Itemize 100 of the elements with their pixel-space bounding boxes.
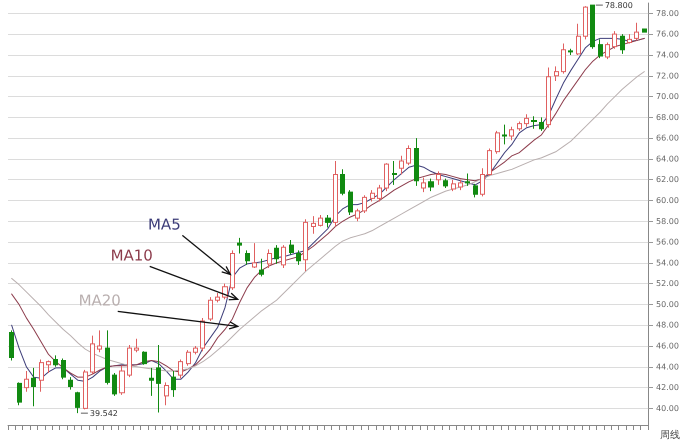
candlestick (561, 43, 566, 74)
candlestick (53, 354, 58, 368)
candlestick (509, 126, 514, 141)
y-tick-label: 52.00 (656, 279, 679, 288)
candlestick (119, 365, 125, 396)
candlestick (333, 160, 338, 227)
y-tick-label: 54.00 (656, 258, 679, 268)
candlestick (480, 168, 485, 197)
candlestick (186, 350, 191, 366)
candlestick (156, 344, 161, 414)
candlestick (384, 162, 389, 192)
candlestick (377, 184, 382, 202)
annotation: 39.542 (90, 409, 118, 418)
text: MA10 (110, 246, 153, 264)
candlestick (61, 358, 66, 380)
candlestick (245, 250, 250, 266)
candlestick (303, 218, 308, 272)
series-label: MA20 (78, 291, 121, 310)
y-tick-label: 40.00 (656, 404, 679, 413)
y-tick-label: 56.00 (656, 238, 679, 247)
candlestick (318, 214, 323, 227)
candlestick (495, 130, 500, 154)
candlestick (134, 338, 139, 353)
candlestick (465, 172, 470, 186)
y-tick-label: 76.00 (656, 30, 679, 39)
candlestick (68, 376, 73, 390)
candlestick (127, 344, 132, 378)
candlestick (289, 239, 294, 256)
y-tick-label: 78.00 (656, 8, 679, 18)
candlestick (583, 6, 588, 40)
candlestick (370, 190, 375, 202)
candlestick (237, 237, 242, 254)
y-tick-label: 42.00 (656, 383, 679, 392)
candlestick (215, 292, 220, 303)
candlestick (230, 250, 235, 290)
candlestick (274, 244, 279, 264)
candlestick (83, 369, 88, 410)
y-tick-label: 44.00 (656, 362, 679, 372)
candlestick (200, 317, 205, 352)
candlestick (502, 124, 507, 145)
candlestick (392, 160, 397, 186)
y-tick-label: 62.00 (656, 175, 679, 184)
y-tick-label: 68.00 (656, 112, 679, 122)
candlestick (105, 330, 110, 385)
candlestick (149, 367, 154, 396)
candlestick (414, 138, 419, 186)
candlestick (171, 370, 176, 398)
y-tick-label: 72.00 (656, 71, 679, 80)
y-tick-label: 50.00 (656, 300, 679, 309)
candlestick (340, 168, 345, 196)
candlestick (642, 28, 647, 33)
candlestick (296, 250, 301, 266)
y-tick-label: 70.00 (656, 92, 679, 102)
candlestick (554, 66, 559, 82)
y-tick-label: 48.00 (656, 320, 679, 330)
candlestick (311, 216, 316, 234)
candlestick (112, 372, 117, 396)
candlestick (252, 242, 257, 269)
text: MA5 (148, 215, 181, 234)
y-tick-label: 74.00 (656, 50, 679, 60)
candlestick (281, 244, 286, 269)
candlestick (362, 194, 367, 214)
candlestick (97, 330, 102, 353)
candlestick (524, 114, 529, 128)
candlestick (546, 66, 551, 128)
candlestick (39, 359, 44, 392)
candlestick (539, 116, 544, 132)
candlestick (576, 23, 581, 56)
candlestick (24, 370, 29, 392)
candlestick (31, 367, 36, 407)
candlestick (142, 350, 147, 366)
candlestick (605, 42, 610, 60)
y-tick-label: 46.00 (656, 342, 679, 351)
candlestick (473, 183, 478, 198)
candlestick (193, 346, 198, 355)
candlestick (421, 177, 426, 193)
candlestick (428, 178, 434, 192)
candlestick (620, 34, 625, 54)
y-tick-label: 66.00 (656, 134, 679, 143)
candlestick (436, 170, 441, 186)
candlestick (634, 22, 639, 41)
candlestick (443, 178, 448, 189)
candlestick (208, 296, 213, 322)
candlestick (487, 148, 492, 176)
candlestick (531, 116, 537, 130)
candlestick (178, 359, 183, 379)
candlestick (598, 38, 603, 59)
candlestick (90, 335, 95, 375)
candlestick (75, 391, 80, 414)
y-tick-label: 58.00 (656, 216, 679, 226)
candlestick (9, 330, 14, 362)
candlestick (325, 214, 331, 228)
candlestick (267, 248, 272, 269)
candlestick (259, 258, 264, 277)
candlestick (517, 120, 522, 132)
candlestick (46, 360, 51, 374)
candlestick (612, 30, 617, 50)
text: 周线 (660, 429, 680, 441)
candlestick (406, 144, 411, 166)
annotation: 78.800 (604, 1, 633, 10)
